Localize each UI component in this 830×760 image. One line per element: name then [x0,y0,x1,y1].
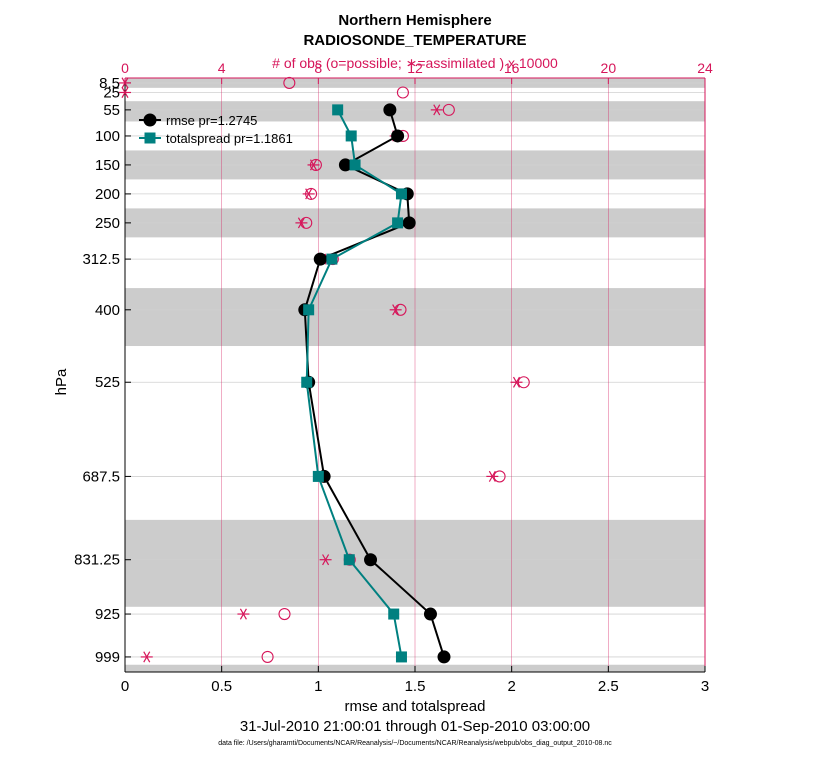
obs-assimilated-marker [510,376,523,388]
obs-assimilated-marker [430,104,443,116]
level-label: 250 [95,215,120,232]
top-tick-label: 24 [697,60,713,76]
obs-possible-marker [278,607,291,621]
obs-count-markers [119,76,530,663]
rmse-marker [364,553,378,567]
rmse-marker [437,650,451,664]
totalspread-marker [392,217,404,229]
top-tick-label: 16 [504,60,520,76]
totalspread-marker [301,376,313,388]
x-axis-label: rmse and totalspread [345,698,486,715]
totalspread-marker [303,304,315,316]
totalspread-marker [388,608,400,620]
rmse-marker [391,129,405,143]
rmse-marker [423,607,437,621]
chart-subtitle: RADIOSONDE_TEMPERATURE [303,32,526,49]
obs-assimilated-marker [237,608,250,620]
obs-assimilated-marker [295,217,308,229]
obs-assimilated-marker [307,159,320,171]
bottom-tick-label: 0 [121,678,129,695]
obs-possible-marker [396,86,409,99]
top-tick-label: 20 [601,60,617,76]
bottom-tick-label: 0.5 [211,678,232,695]
rmse-marker [383,103,397,117]
legend-totalspread-label: totalspread pr=1.1861 [166,131,293,146]
level-label: 687.5 [82,468,120,485]
level-label: 100 [95,128,120,145]
obs-possible-marker [442,103,455,116]
bottom-axis-ticks: 0 0.5 1 1.5 2 2.5 3 [121,666,709,695]
rmse-marker [402,216,416,230]
top-tick-label: 12 [407,60,423,76]
obs-assimilated-marker [486,470,499,482]
totalspread-marker [349,159,361,171]
top-axis-label: # of obs (o=possible; ∗=assimilated ) x … [272,55,558,71]
obs-assimilated-marker [119,77,131,89]
top-tick-label: 4 [218,60,226,76]
obs-assimilated-marker [319,554,332,566]
bottom-tick-label: 2.5 [598,678,619,695]
bottom-tick-label: 2 [507,678,515,695]
totalspread-marker [343,554,355,566]
top-tick-label: 8 [314,60,322,76]
date-range: 31-Jul-2010 21:00:01 through 01-Sep-2010… [240,718,590,735]
totalspread-marker [395,651,407,663]
legend-totalspread-marker [144,132,156,144]
top-axis-ticks: 0 4 8 12 16 20 24 [121,60,713,84]
level-label: 200 [95,186,120,203]
bottom-tick-label: 1.5 [405,678,426,695]
level-label: 150 [95,157,120,174]
footnote: data file: /Users/gharamti/Documents/NCA… [218,740,612,747]
obs-assimilated-marker [140,651,153,663]
totalspread-marker [332,104,344,116]
level-label: 400 [95,302,120,319]
series-lines [298,103,451,664]
rmse-marker [313,252,327,266]
obs-possible-marker [261,650,274,663]
level-label: 8.5 [99,75,120,92]
level-label: 312.5 [82,251,120,268]
totalspread-marker [395,188,407,200]
level-label: 525 [95,374,120,391]
bottom-tick-label: 3 [701,678,709,695]
totalspread-marker [326,253,338,265]
legend: rmse pr=1.2745 totalspread pr=1.1861 [139,113,293,146]
rmse-marker [338,158,352,172]
top-tick-label: 0 [121,60,129,76]
obs-assimilated-marker [119,86,131,99]
level-label: 999 [95,649,120,666]
y-axis-label: hPa [53,368,70,395]
obs-assimilated-marker [302,188,315,200]
bottom-tick-label: 1 [314,678,322,695]
level-label: 831.25 [74,552,120,569]
legend-rmse-marker [143,113,157,127]
obs-assimilated-marker [389,304,402,316]
chart-title: Northern Hemisphere [338,12,491,29]
totalspread-marker [345,130,357,142]
totalspread-marker [312,470,324,482]
level-label: 55 [103,102,120,119]
legend-rmse-label: rmse pr=1.2745 [166,113,257,128]
obs-possible-marker [283,76,296,89]
level-label: 925 [95,606,120,623]
level-label: 25 [103,84,120,101]
